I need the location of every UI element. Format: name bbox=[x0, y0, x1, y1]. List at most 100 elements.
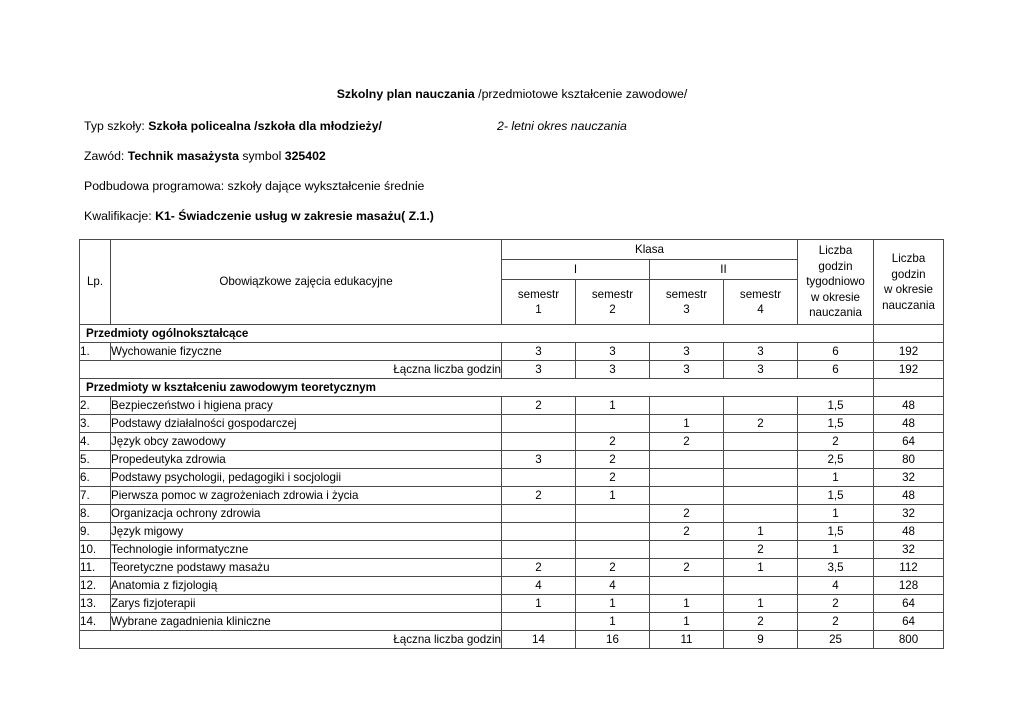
table-row: 8. Organizacja ochrony zdrowia 2 1 32 bbox=[79, 504, 945, 523]
school-type-value: Szkoła policealna /szkoła dla młodzieży/ bbox=[148, 119, 382, 133]
row-sem4 bbox=[722, 396, 799, 415]
curriculum-table: Lp. Obowiązkowe zajęcia edukacyjne Klasa… bbox=[78, 239, 945, 649]
row-sem4 bbox=[722, 504, 799, 523]
table-row: 11. Teoretyczne podstawy masażu 2 2 2 1 … bbox=[79, 558, 945, 577]
row-total: 64 bbox=[873, 594, 945, 613]
row-sem4: 2 bbox=[722, 414, 799, 433]
table-row: 4. Język obcy zawodowy 2 2 2 64 bbox=[79, 432, 945, 451]
row-lp: 5. bbox=[79, 450, 111, 469]
row-sem1 bbox=[501, 432, 576, 451]
qualifications-value: K1- Świadczenie usług w zakresie masażu(… bbox=[155, 209, 434, 223]
row-sem4 bbox=[722, 432, 799, 451]
qualifications-line: Kwalifikacje: K1- Świadczenie usług w za… bbox=[84, 208, 434, 224]
table-row: 9. Język migowy 2 1 1,5 48 bbox=[79, 522, 945, 541]
header-class-1: I bbox=[501, 259, 650, 280]
section-header-vocational: Przedmioty w kształceniu zawodowym teore… bbox=[78, 378, 945, 397]
table-header-row-1: Lp. Obowiązkowe zajęcia edukacyjne Klasa… bbox=[79, 239, 945, 325]
symbol-label: symbol bbox=[238, 149, 285, 163]
row-sem4 bbox=[722, 468, 799, 487]
row-weekly: 2 bbox=[797, 594, 875, 613]
summary-sem3-general: 3 bbox=[649, 360, 724, 379]
section-header-vocational-spacer bbox=[873, 378, 945, 397]
row-lp: 6. bbox=[79, 468, 111, 487]
summary-row-vocational: Łączna liczba godzin 14 16 11 9 25 800 bbox=[79, 630, 945, 649]
row-sem2: 1 bbox=[575, 486, 650, 505]
row-sem3 bbox=[649, 576, 724, 595]
row-weekly: 1,5 bbox=[797, 486, 875, 505]
profession-value: Technik masażysta bbox=[127, 149, 239, 163]
row-subject: Bezpieczeństwo i higiena pracy bbox=[110, 396, 502, 415]
summary-total-general: 192 bbox=[873, 360, 945, 379]
row-sem1: 1 bbox=[501, 594, 576, 613]
row-subject: Anatomia z fizjologią bbox=[110, 576, 502, 595]
row-subject: Pierwsza pomoc w zagrożeniach zdrowia i … bbox=[110, 486, 502, 505]
profession-label: Zawód: bbox=[84, 149, 128, 163]
row-sem2 bbox=[575, 504, 650, 523]
row-sem1: 2 bbox=[501, 558, 576, 577]
row-sem2: 2 bbox=[575, 432, 650, 451]
row-weekly: 2 bbox=[797, 432, 875, 451]
header-klasa: Klasa bbox=[500, 239, 799, 260]
row-subject: Podstawy działalności gospodarczej bbox=[110, 414, 502, 433]
summary-sem2-general: 3 bbox=[575, 360, 650, 379]
row-subject: Język migowy bbox=[110, 522, 502, 541]
row-total: 32 bbox=[873, 468, 945, 487]
table-body: Przedmioty ogólnokształcące 1. Wychowani… bbox=[78, 324, 945, 649]
row-sem2: 2 bbox=[575, 558, 650, 577]
row-sem2 bbox=[575, 522, 650, 541]
document-title-bold: Szkolny plan nauczania bbox=[336, 87, 475, 101]
table-row: 6. Podstawy psychologii, pedagogiki i so… bbox=[79, 468, 945, 487]
row-sem2: 4 bbox=[575, 576, 650, 595]
row-subject: Język obcy zawodowy bbox=[110, 432, 502, 451]
header-lp: Lp. bbox=[79, 239, 111, 325]
row-sem2 bbox=[575, 540, 650, 559]
summary-sem2-vocational: 16 bbox=[575, 630, 650, 649]
table-row: 13. Zarys fizjoterapii 1 1 1 1 2 64 bbox=[79, 594, 945, 613]
table-row: 1. Wychowanie fizyczne 3 3 3 3 6 192 bbox=[79, 342, 945, 361]
row-total: 128 bbox=[873, 576, 945, 595]
summary-sem4-vocational: 9 bbox=[722, 630, 799, 649]
document-title: Szkolny plan nauczania /przedmiotowe ksz… bbox=[0, 86, 1024, 102]
row-sem2: 1 bbox=[575, 396, 650, 415]
row-sem3 bbox=[649, 468, 724, 487]
row-sem3: 2 bbox=[649, 558, 724, 577]
summary-sem1-general: 3 bbox=[501, 360, 576, 379]
section-header-general-spacer bbox=[873, 324, 945, 343]
row-total: 64 bbox=[873, 612, 945, 631]
row-weekly: 1,5 bbox=[797, 396, 875, 415]
summary-label-vocational: Łączna liczba godzin bbox=[79, 630, 502, 649]
row-sem3: 1 bbox=[649, 612, 724, 631]
table-row: 5. Propedeutyka zdrowia 3 2 2,5 80 bbox=[79, 450, 945, 469]
row-sem3 bbox=[649, 450, 724, 469]
header-weekly-hours: Liczba godzin tygodniowo w okresie naucz… bbox=[797, 239, 875, 325]
summary-sem3-vocational: 11 bbox=[649, 630, 724, 649]
row-sem4: 3 bbox=[722, 342, 799, 361]
row-subject: Organizacja ochrony zdrowia bbox=[110, 504, 502, 523]
row-sem3: 2 bbox=[649, 522, 724, 541]
row-total: 48 bbox=[873, 486, 945, 505]
row-sem1: 2 bbox=[501, 486, 576, 505]
row-sem4: 2 bbox=[722, 540, 799, 559]
row-sem1 bbox=[501, 612, 576, 631]
row-weekly: 1 bbox=[797, 504, 875, 523]
row-total: 48 bbox=[873, 522, 945, 541]
row-lp: 1. bbox=[79, 342, 111, 361]
row-lp: 7. bbox=[79, 486, 111, 505]
summary-sem1-vocational: 14 bbox=[501, 630, 576, 649]
row-sem4: 1 bbox=[722, 594, 799, 613]
summary-row-general: Łączna liczba godzin 3 3 3 3 6 192 bbox=[79, 360, 945, 379]
row-subject: Wybrane zagadnienia kliniczne bbox=[110, 612, 502, 631]
row-subject: Propedeutyka zdrowia bbox=[110, 450, 502, 469]
summary-weekly-general: 6 bbox=[797, 360, 875, 379]
row-total: 48 bbox=[873, 414, 945, 433]
row-subject: Teoretyczne podstawy masażu bbox=[110, 558, 502, 577]
row-sem1: 2 bbox=[501, 396, 576, 415]
row-sem1 bbox=[501, 540, 576, 559]
section-header-vocational-label: Przedmioty w kształceniu zawodowym teore… bbox=[78, 378, 875, 397]
row-weekly: 6 bbox=[797, 342, 875, 361]
foundation-line: Podbudowa programowa: szkoły dające wyks… bbox=[84, 179, 425, 193]
row-lp: 4. bbox=[79, 432, 111, 451]
row-sem3 bbox=[649, 540, 724, 559]
row-sem4: 1 bbox=[722, 522, 799, 541]
